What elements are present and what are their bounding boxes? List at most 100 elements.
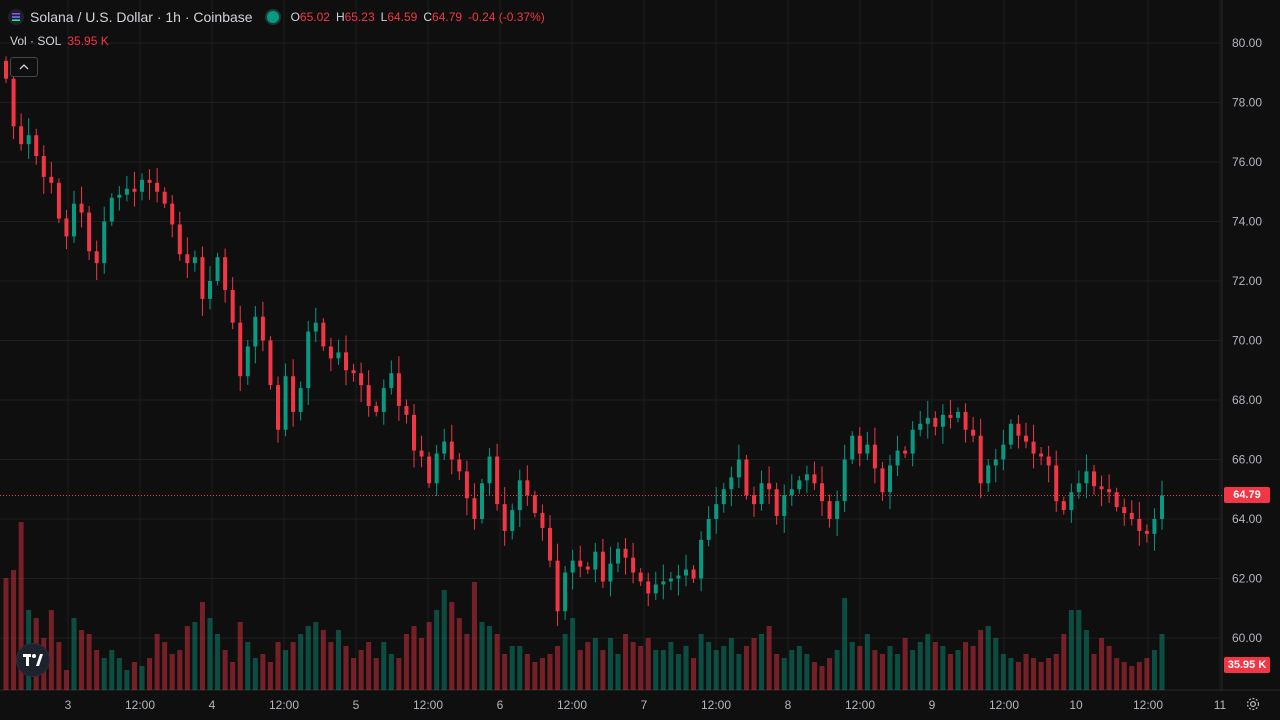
time-tick-label: 5 xyxy=(353,698,360,712)
candle-body xyxy=(140,179,144,192)
candle-body xyxy=(64,218,69,237)
candle-body xyxy=(276,385,280,430)
volume-bar xyxy=(320,630,326,690)
volume-bar xyxy=(335,630,341,690)
collapse-legend-button[interactable] xyxy=(10,57,38,77)
candle-body xyxy=(1031,441,1036,454)
candle-body xyxy=(26,135,31,145)
candle-body xyxy=(1107,489,1112,493)
volume-bar xyxy=(600,650,606,690)
candle-body xyxy=(215,257,220,281)
candle-body xyxy=(578,560,583,567)
symbol-title[interactable]: Solana / U.S. Dollar · 1h · Coinbase xyxy=(30,9,253,25)
candle-body xyxy=(835,501,840,519)
candle-body xyxy=(72,203,76,237)
candle-body xyxy=(963,411,968,430)
candle-body xyxy=(155,182,160,192)
candle-body xyxy=(268,340,273,386)
candle-body xyxy=(442,441,447,454)
volume-bar xyxy=(1023,654,1029,690)
volume-bar xyxy=(11,570,17,690)
volume-bar xyxy=(759,634,765,690)
candle-body xyxy=(1114,492,1119,508)
candle-body xyxy=(918,423,923,430)
candle-body xyxy=(525,480,530,496)
volume-bar xyxy=(245,642,251,690)
candle-body xyxy=(1084,471,1089,484)
volume-bar xyxy=(411,626,417,690)
market-status-icon xyxy=(264,9,281,25)
volume-bar xyxy=(1076,610,1082,690)
volume-bar xyxy=(539,658,545,690)
candle-body xyxy=(321,322,326,347)
volume-bar xyxy=(116,658,122,690)
volume-bar xyxy=(917,642,923,690)
candle-body xyxy=(177,224,182,255)
price-tick-label: 80.00 xyxy=(1232,36,1262,50)
candle-body xyxy=(328,346,333,359)
symbol-header[interactable]: Solana / U.S. Dollar · 1h · Coinbase O65… xyxy=(8,6,545,28)
time-tick-label: 12:00 xyxy=(845,698,875,712)
candle-body xyxy=(1061,501,1066,511)
candle-body xyxy=(374,405,379,412)
candle-body xyxy=(200,257,205,299)
candle-body xyxy=(449,441,454,460)
volume-bar xyxy=(1000,654,1006,690)
candle-body xyxy=(865,444,870,454)
candle-body xyxy=(238,322,243,377)
volume-bar xyxy=(623,634,629,690)
volume-bar xyxy=(86,634,92,690)
volume-bar xyxy=(1053,654,1059,690)
volume-bar xyxy=(373,658,379,690)
candle-body xyxy=(170,203,175,225)
volume-bar xyxy=(207,618,213,690)
volume-bar xyxy=(154,634,160,690)
candle-body xyxy=(94,251,99,264)
solana-icon xyxy=(8,9,24,25)
volume-bar xyxy=(630,642,636,690)
volume-bar xyxy=(403,634,409,690)
time-tick-label: 12:00 xyxy=(557,698,587,712)
volume-bar xyxy=(449,602,455,690)
volume-legend[interactable]: Vol · SOL 35.95 K xyxy=(10,34,109,48)
volume-bar xyxy=(570,618,576,690)
volume-bar xyxy=(1038,662,1044,690)
volume-bar xyxy=(743,646,749,690)
candle-body xyxy=(109,197,114,222)
tradingview-logo-icon[interactable] xyxy=(16,643,50,677)
candle-body xyxy=(34,135,39,157)
volume-bar xyxy=(3,578,9,690)
volume-bar xyxy=(124,670,130,690)
volume-bar xyxy=(585,642,591,690)
volume-bar xyxy=(638,646,644,690)
volume-bar xyxy=(751,638,757,690)
volume-bar xyxy=(698,634,704,690)
volume-bar xyxy=(1129,666,1135,690)
volume-bar xyxy=(1061,634,1067,690)
time-tick-label: 7 xyxy=(641,698,648,712)
candle-body xyxy=(192,257,197,264)
volume-bar xyxy=(827,658,833,690)
gear-icon[interactable] xyxy=(1246,697,1260,714)
candle-body xyxy=(102,221,107,264)
volume-bar xyxy=(925,634,931,690)
chart-grid xyxy=(0,0,1280,691)
candle-body xyxy=(971,429,976,436)
candle-body xyxy=(608,563,613,582)
volume-bar xyxy=(781,658,787,690)
volume-bar xyxy=(721,646,727,690)
volume-bar xyxy=(713,650,719,690)
volume-bar xyxy=(993,638,999,690)
candle-body xyxy=(132,188,137,192)
volume-bar xyxy=(222,650,228,690)
candle-body xyxy=(933,417,938,427)
candle-body xyxy=(283,376,288,430)
candle-body xyxy=(563,572,568,612)
candle-body xyxy=(396,373,401,406)
volume-bar xyxy=(48,610,54,690)
candle-body xyxy=(260,316,265,341)
volume-bar xyxy=(101,658,107,690)
volume-bar xyxy=(706,642,712,690)
time-tick-label: 12:00 xyxy=(269,698,299,712)
